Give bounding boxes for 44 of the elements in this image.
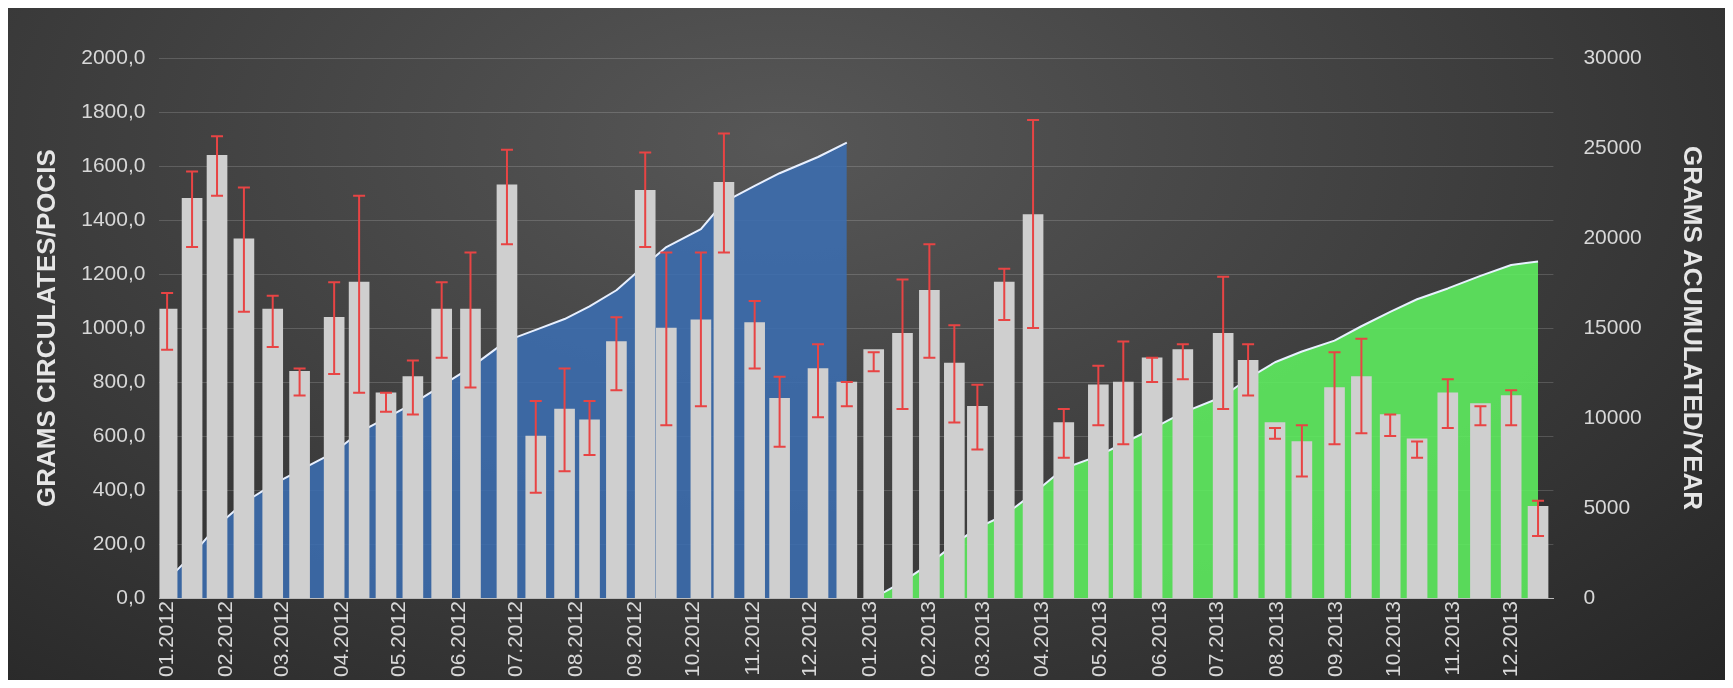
x-tick-label: 03.2013 [969,601,993,678]
x-tick-label: 07.2013 [1204,601,1228,678]
x-tick-label: 11.2013 [1440,601,1464,676]
x-tick-label: 12.2012 [797,601,821,678]
y-tick-label: 600,0 [92,422,146,446]
x-tick-label: 03.2012 [269,601,293,678]
x-tick-label: 04.2013 [1029,601,1053,678]
y-tick-label: 200,0 [92,530,146,554]
y2-tick-label: 25000 [1583,134,1642,158]
x-tick-label: 10.2013 [1380,601,1404,678]
y-tick-label: 2000,0 [81,44,146,68]
x-tick-label: 09.2013 [1323,601,1347,678]
x-tick-label: 06.2013 [1146,601,1170,678]
x-tick-label: 08.2013 [1263,601,1287,678]
y-tick-label: 1000,0 [81,314,146,338]
x-tick-label: 06.2012 [445,601,469,678]
x-tick-label: 02.2013 [916,601,940,678]
x-tick-label: 05.2012 [386,601,410,678]
y2-tick-label: 10000 [1583,404,1642,428]
x-tick-label: 01.2012 [153,601,177,678]
y-tick-label: 1600,0 [81,152,146,176]
x-tick-label: 10.2012 [680,601,704,678]
y2-axis-title: GRAMS ACUMULATED/YEAR [1678,146,1709,511]
x-tick-label: 12.2013 [1497,601,1521,678]
y-tick-label: 800,0 [92,368,146,392]
x-tick-label: 04.2012 [328,601,352,678]
y-tick-label: 1200,0 [81,260,146,284]
y2-tick-label: 15000 [1583,314,1642,338]
y-tick-label: 400,0 [92,476,146,500]
y-tick-label: 0,0 [116,584,146,608]
x-tick-label: 05.2013 [1087,601,1111,678]
y2-tick-label: 20000 [1583,224,1642,248]
y2-tick-label: 0 [1583,584,1596,608]
y2-tick-label: 5000 [1583,494,1631,518]
x-tick-label: 01.2013 [856,601,880,678]
x-tick-label: 08.2012 [562,601,586,678]
y-axis-title: GRAMS CIRCULATES/POCIS [30,149,61,507]
x-tick-label: 07.2012 [503,601,527,678]
y-tick-label: 1800,0 [81,98,146,122]
y2-tick-label: 30000 [1583,44,1642,68]
x-tick-label: 11.2012 [739,601,763,676]
y-tick-label: 1400,0 [81,206,146,230]
x-tick-label: 09.2012 [622,601,646,678]
x-tick-label: 02.2012 [213,601,237,678]
